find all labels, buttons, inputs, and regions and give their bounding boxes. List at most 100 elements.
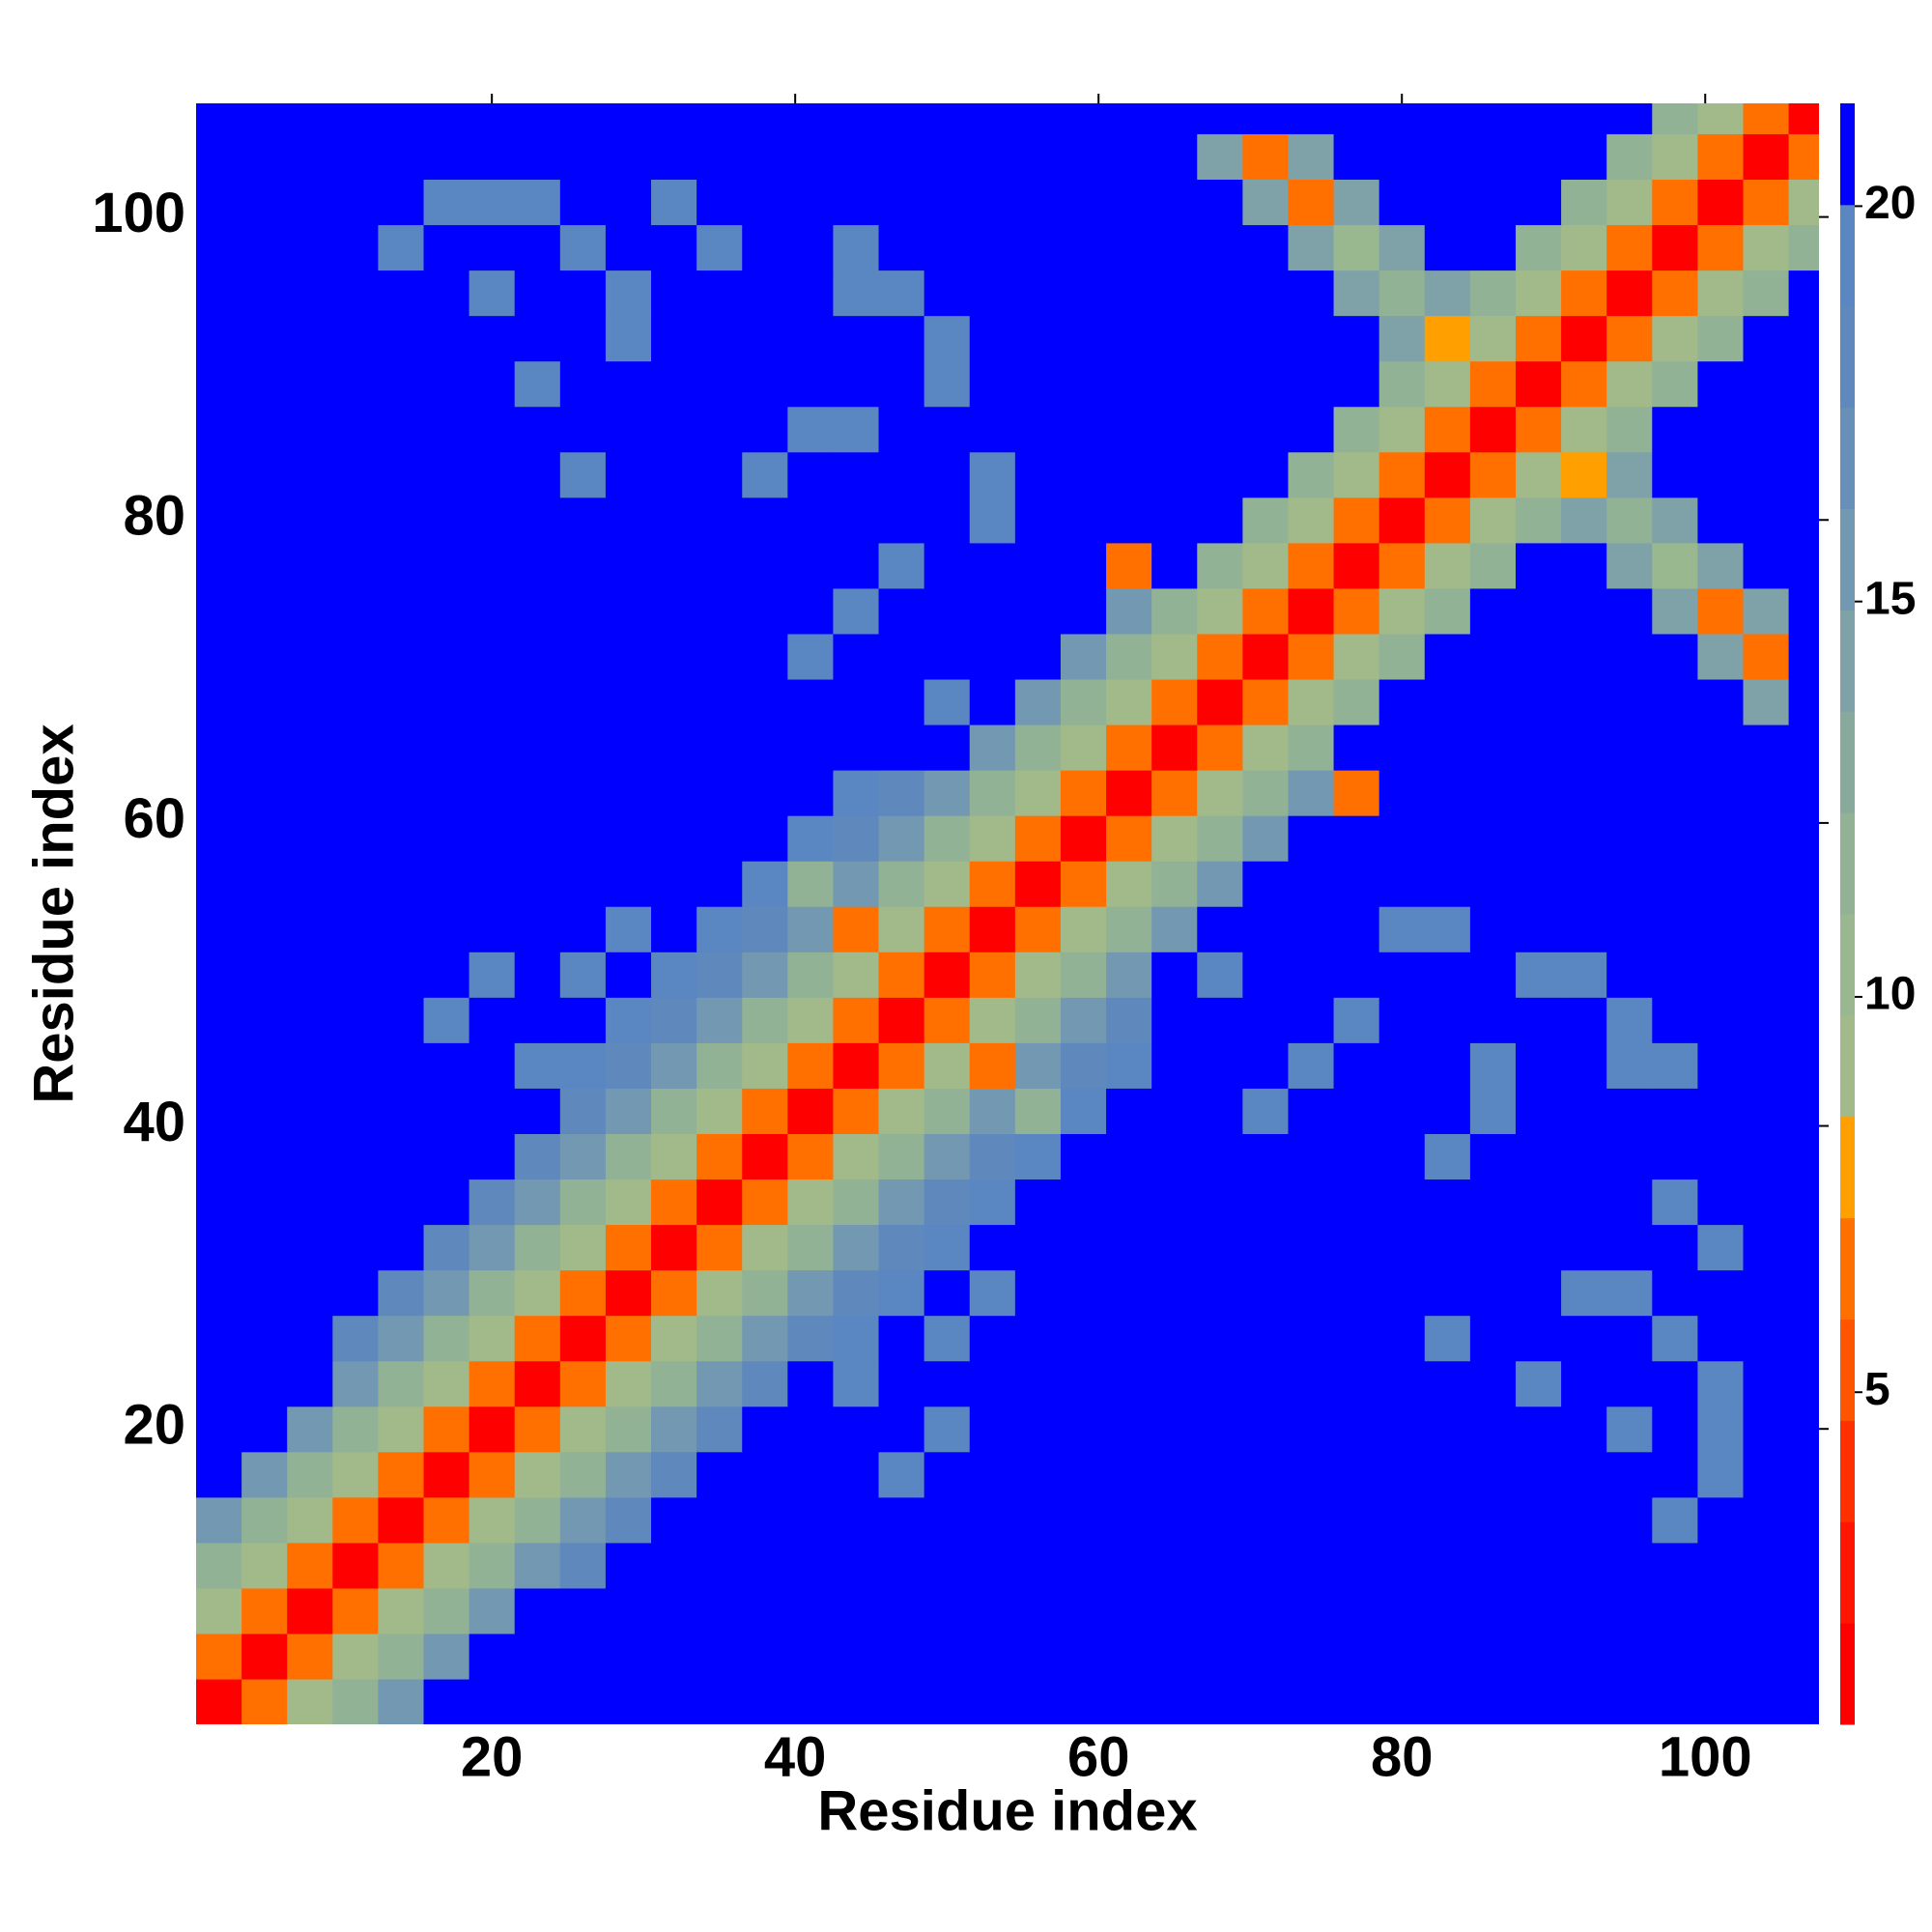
heatmap-cell [196,133,242,181]
heatmap-cell [1652,1224,1698,1271]
heatmap-cell [196,179,242,226]
heatmap-cell [605,315,652,362]
heatmap-cell [196,770,242,816]
heatmap-cell [559,1224,607,1271]
heatmap-cell [833,1224,880,1271]
heatmap-cell [196,497,242,544]
heatmap-cell [1515,542,1562,589]
heatmap-cell [923,1088,971,1134]
heatmap-cell [332,1315,380,1362]
heatmap-cell [332,861,380,907]
heatmap-cell [787,360,835,408]
heatmap-cell [287,678,333,725]
heatmap-cell [514,1678,561,1724]
heatmap-cell [1151,1678,1198,1724]
heatmap-cell [514,406,561,453]
heatmap-cell [1060,1587,1107,1634]
heatmap-cell [787,315,835,362]
heatmap-cell [1606,451,1653,498]
heatmap-cell [1606,542,1653,589]
heatmap-cell [923,315,971,362]
heatmap-cell [969,270,1016,317]
heatmap-cell [1014,451,1062,498]
heatmap-cell [833,1451,880,1498]
heatmap-cell [1106,270,1152,317]
heatmap-cell [196,724,242,771]
heatmap-cell [1697,451,1745,498]
heatmap-cell [1561,1496,1607,1544]
heatmap-cell [1378,315,1426,362]
heatmap-cell [1014,1088,1062,1134]
heatmap-cell [1014,1496,1062,1544]
heatmap-cell [833,542,880,589]
heatmap-cell [1561,133,1607,181]
heatmap-cell [605,497,652,544]
heatmap-cell [1197,1315,1243,1362]
heatmap-cell [287,1042,333,1089]
heatmap-cell [1014,133,1062,181]
heatmap-cell [559,952,607,998]
heatmap-cell [1014,1042,1062,1089]
heatmap-cell [1106,1406,1152,1453]
heatmap-cell [833,133,880,181]
heatmap-cell [1242,997,1290,1043]
heatmap-cell [833,315,880,362]
heatmap-cell [1288,1133,1335,1180]
heatmap-cell [559,1133,607,1180]
heatmap-cell [423,542,470,589]
colorbar-level [1840,812,1855,915]
heatmap-cell [1606,815,1653,862]
heatmap-cell [1743,1315,1790,1362]
heatmap-cell [559,587,607,635]
heatmap-cell [1743,1269,1790,1317]
heatmap-cell [1014,1133,1062,1180]
heatmap-cell [559,1315,607,1362]
heatmap-cell [742,1678,788,1724]
heatmap-cell [1424,315,1471,362]
heatmap-cell [1652,861,1698,907]
heatmap-cell [196,315,242,362]
colorbar-level [1840,407,1855,509]
heatmap-cell [1378,1406,1426,1453]
heatmap-cell [833,1269,880,1317]
heatmap-cell [1106,906,1152,952]
heatmap-cell [1378,497,1426,544]
heatmap-cell [1242,861,1290,907]
heatmap-cell [332,103,380,134]
heatmap-cell [923,952,971,998]
heatmap-cell [1288,1179,1335,1226]
heatmap-cell [1333,1360,1380,1407]
heatmap-cell [1378,133,1426,181]
heatmap-cell [469,360,516,408]
heatmap-cell [242,224,288,271]
heatmap-cell [1014,1678,1062,1724]
heatmap-cell [1469,1633,1517,1680]
heatmap-cell [878,224,925,271]
heatmap-cell [923,1406,971,1453]
heatmap-cell [559,815,607,862]
heatmap-cell [514,815,561,862]
heatmap-cell [787,1542,835,1589]
heatmap-cell [332,224,380,271]
heatmap-cell [332,906,380,952]
heatmap-cell [605,1179,652,1226]
heatmap-cell [1151,1179,1198,1226]
heatmap-cell [1106,1224,1152,1271]
heatmap-cell [378,542,425,589]
heatmap-cell [1652,815,1698,862]
heatmap-cell [378,179,425,226]
heatmap-cell [1515,179,1562,226]
heatmap-cell [1743,1633,1790,1680]
heatmap-cell [1743,360,1790,408]
heatmap-cell [1151,861,1198,907]
heatmap-cell [696,542,743,589]
heatmap-cell [332,633,380,680]
heatmap-cell [559,1633,607,1680]
colorbar-level [1840,1623,1855,1725]
heatmap-cell [196,678,242,725]
heatmap-cell [1333,1179,1380,1226]
heatmap-cell [1606,770,1653,816]
heatmap-cell [742,1406,788,1453]
heatmap-cell [287,861,333,907]
heatmap-cell [787,497,835,544]
